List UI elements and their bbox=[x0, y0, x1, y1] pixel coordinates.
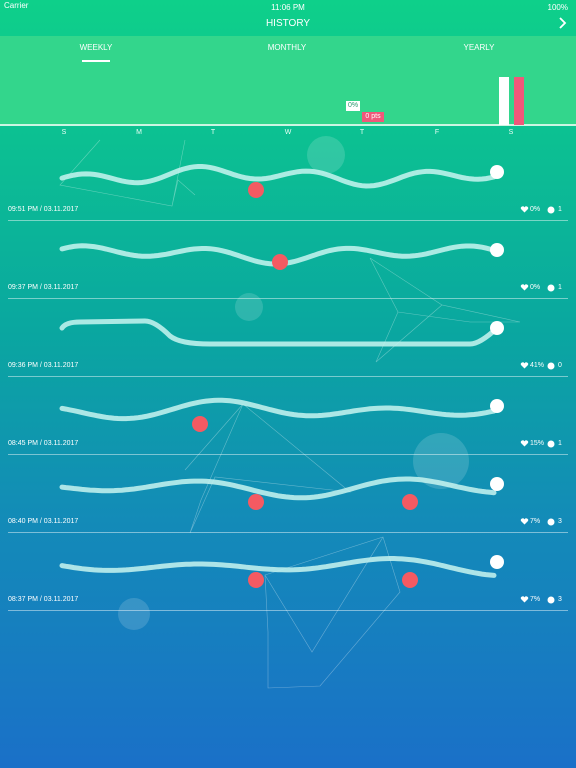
day-label: T bbox=[210, 129, 216, 136]
entry-likes: 41% bbox=[530, 362, 545, 369]
day-label: M bbox=[136, 129, 142, 136]
separator bbox=[8, 376, 568, 377]
day-label: S bbox=[61, 129, 67, 136]
day-label: F bbox=[434, 129, 440, 136]
entry-likes: 0% bbox=[530, 206, 541, 213]
entry-count: 3 bbox=[558, 518, 562, 525]
end-dot bbox=[490, 243, 504, 257]
tab-underline bbox=[82, 60, 110, 62]
wave bbox=[59, 476, 497, 501]
entry-datetime: 09:36 PM / 03.11.2017 bbox=[8, 362, 79, 369]
wave bbox=[59, 318, 500, 347]
wave bbox=[59, 556, 497, 578]
bubble bbox=[118, 598, 150, 630]
clock: 11:06 PM bbox=[271, 3, 305, 12]
end-dot bbox=[490, 399, 504, 413]
marker-dot bbox=[248, 182, 264, 198]
day-label: S bbox=[508, 129, 514, 136]
heart-icon bbox=[520, 440, 529, 447]
entry-datetime: 09:37 PM / 03.11.2017 bbox=[8, 284, 79, 291]
bubble bbox=[235, 293, 263, 321]
entry-datetime: 08:40 PM / 03.11.2017 bbox=[8, 518, 79, 525]
separator bbox=[8, 220, 568, 221]
entry-likes: 7% bbox=[530, 518, 541, 525]
count-icon bbox=[547, 362, 555, 370]
entry-likes: 0% bbox=[530, 284, 541, 291]
entry-likes: 15% bbox=[530, 440, 545, 447]
separator bbox=[8, 532, 568, 533]
entry-likes: 7% bbox=[530, 596, 541, 603]
separator bbox=[8, 454, 568, 455]
tooltip-points: 0 pts bbox=[365, 113, 381, 120]
marker-dot bbox=[248, 494, 264, 510]
count-icon bbox=[547, 518, 555, 526]
separator bbox=[8, 610, 568, 611]
entry-datetime: 09:51 PM / 03.11.2017 bbox=[8, 206, 79, 213]
next-arrow[interactable] bbox=[559, 17, 567, 29]
tooltip-percent: 0% bbox=[347, 102, 359, 109]
heart-icon bbox=[520, 284, 529, 291]
battery: 100% bbox=[547, 3, 568, 12]
entry-datetime: 08:45 PM / 03.11.2017 bbox=[8, 440, 79, 447]
entry-count: 1 bbox=[558, 284, 562, 291]
entry-count: 0 bbox=[558, 362, 562, 369]
tooltip-box bbox=[346, 101, 360, 111]
page-title: HISTORY bbox=[265, 18, 311, 29]
marker-dot bbox=[192, 416, 208, 432]
separator bbox=[8, 298, 568, 299]
count-icon bbox=[547, 284, 555, 292]
heart-icon bbox=[520, 518, 529, 525]
day-bar bbox=[499, 77, 509, 125]
tab[interactable]: YEARLY bbox=[463, 43, 495, 52]
wave bbox=[59, 397, 497, 422]
day-label: W bbox=[284, 129, 292, 136]
wave bbox=[59, 164, 497, 189]
tab[interactable]: WEEKLY bbox=[79, 43, 113, 52]
entry-count: 3 bbox=[558, 596, 562, 603]
bubble bbox=[307, 136, 345, 174]
end-dot bbox=[490, 555, 504, 569]
day-bar bbox=[514, 77, 524, 125]
tab[interactable]: MONTHLY bbox=[267, 43, 307, 52]
end-dot bbox=[490, 477, 504, 491]
marker-dot bbox=[402, 494, 418, 510]
marker-dot bbox=[248, 572, 264, 588]
end-dot bbox=[490, 165, 504, 179]
marker-dot bbox=[272, 254, 288, 270]
carrier: Carrier bbox=[4, 1, 29, 10]
entry-datetime: 08:37 PM / 03.11.2017 bbox=[8, 596, 79, 603]
end-dot bbox=[490, 321, 504, 335]
tooltip-box bbox=[362, 112, 384, 122]
heart-icon bbox=[520, 362, 529, 369]
day-label: T bbox=[359, 129, 365, 136]
count-icon bbox=[547, 206, 555, 214]
count-icon bbox=[547, 440, 555, 448]
heart-icon bbox=[520, 596, 529, 603]
entry-count: 1 bbox=[558, 440, 562, 447]
bubble bbox=[413, 433, 469, 489]
marker-dot bbox=[402, 572, 418, 588]
heart-icon bbox=[520, 206, 529, 213]
weekly-panel bbox=[0, 36, 576, 126]
entry-count: 1 bbox=[558, 206, 562, 213]
count-icon bbox=[547, 596, 555, 604]
